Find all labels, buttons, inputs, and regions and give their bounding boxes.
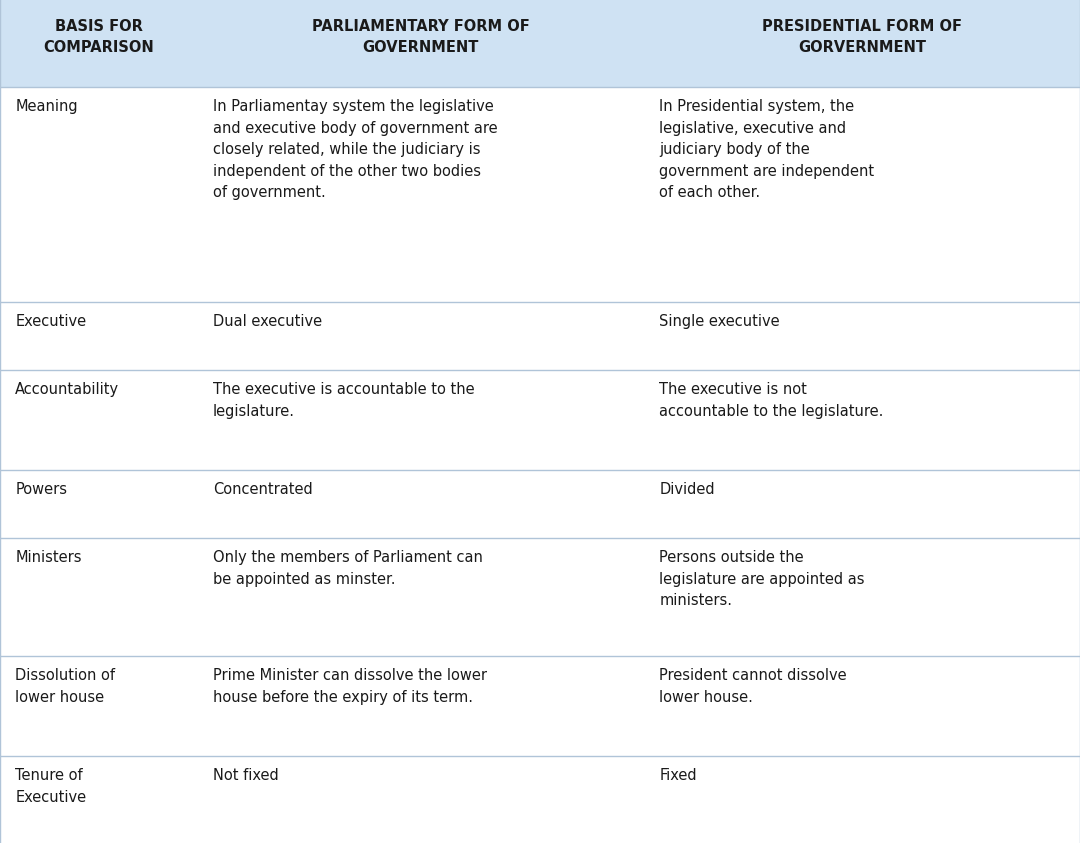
Bar xyxy=(0,538,198,656)
Bar xyxy=(198,302,644,370)
Text: Dissolution of
lower house: Dissolution of lower house xyxy=(15,668,116,705)
Text: Divided: Divided xyxy=(659,482,715,497)
Text: Meaning: Meaning xyxy=(15,99,78,114)
Text: Tenure of
Executive: Tenure of Executive xyxy=(15,768,86,804)
Text: Fixed: Fixed xyxy=(659,768,697,783)
Text: BASIS FOR
COMPARISON: BASIS FOR COMPARISON xyxy=(43,19,154,56)
Bar xyxy=(198,370,644,470)
Bar xyxy=(644,656,1080,756)
Bar xyxy=(644,370,1080,470)
Text: Not fixed: Not fixed xyxy=(213,768,279,783)
Text: Prime Minister can dissolve the lower
house before the expiry of its term.: Prime Minister can dissolve the lower ho… xyxy=(213,668,487,705)
Text: Accountability: Accountability xyxy=(15,382,119,397)
Bar xyxy=(0,0,198,87)
Bar xyxy=(0,470,198,538)
Bar xyxy=(198,756,644,843)
Text: Ministers: Ministers xyxy=(15,550,82,565)
Bar xyxy=(198,0,644,87)
Bar xyxy=(644,302,1080,370)
Text: In Presidential system, the
legislative, executive and
judiciary body of the
gov: In Presidential system, the legislative,… xyxy=(659,99,875,201)
Bar xyxy=(644,470,1080,538)
Text: Powers: Powers xyxy=(15,482,67,497)
Text: PARLIAMENTARY FORM OF
GOVERNMENT: PARLIAMENTARY FORM OF GOVERNMENT xyxy=(312,19,529,56)
Bar xyxy=(198,656,644,756)
Text: PRESIDENTIAL FORM OF
GORVERNMENT: PRESIDENTIAL FORM OF GORVERNMENT xyxy=(762,19,962,56)
Bar xyxy=(198,87,644,302)
Text: President cannot dissolve
lower house.: President cannot dissolve lower house. xyxy=(659,668,847,705)
Bar xyxy=(644,756,1080,843)
Bar xyxy=(198,538,644,656)
Bar xyxy=(198,470,644,538)
Text: Single executive: Single executive xyxy=(659,314,780,329)
Text: The executive is not
accountable to the legislature.: The executive is not accountable to the … xyxy=(659,382,883,419)
Bar xyxy=(0,656,198,756)
Text: Executive: Executive xyxy=(15,314,86,329)
Bar xyxy=(0,370,198,470)
Text: Dual executive: Dual executive xyxy=(213,314,322,329)
Text: Only the members of Parliament can
be appointed as minster.: Only the members of Parliament can be ap… xyxy=(213,550,483,587)
Bar xyxy=(0,87,198,302)
Bar xyxy=(644,538,1080,656)
Text: In Parliamentay system the legislative
and executive body of government are
clos: In Parliamentay system the legislative a… xyxy=(213,99,498,201)
Text: Persons outside the
legislature are appointed as
ministers.: Persons outside the legislature are appo… xyxy=(659,550,865,608)
Text: The executive is accountable to the
legislature.: The executive is accountable to the legi… xyxy=(213,382,474,419)
Text: Concentrated: Concentrated xyxy=(213,482,313,497)
Bar xyxy=(644,0,1080,87)
Bar xyxy=(0,756,198,843)
Bar xyxy=(0,302,198,370)
Bar xyxy=(644,87,1080,302)
